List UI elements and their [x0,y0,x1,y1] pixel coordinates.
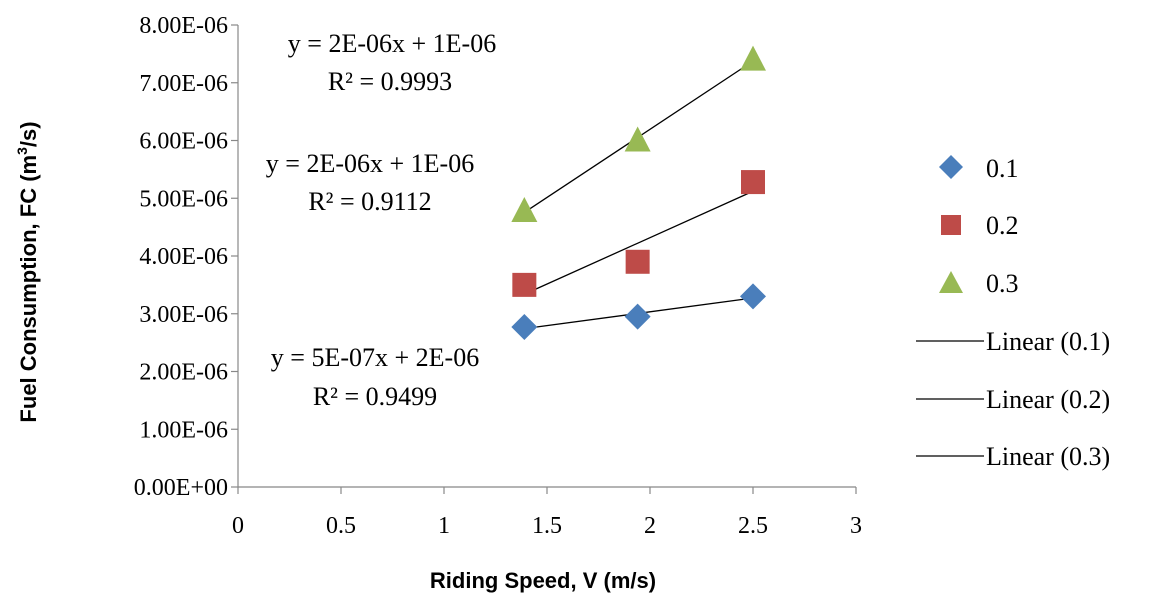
r2-series-0.1: R² = 0.9499 [313,382,437,411]
point-0.1-2 [740,283,766,310]
x-tick-label: 2.5 [738,513,768,539]
legend-marker-triangle [939,271,963,293]
legend-marker-diamond [939,155,963,179]
legend-label-linear-0.1: Linear (0.1) [986,327,1110,356]
point-0.2-1 [625,249,650,274]
legend-label-linear-0.3: Linear (0.3) [986,442,1110,471]
r2-series-0.3: R² = 0.9993 [328,67,452,96]
y-tick-label: 5.00E-06 [139,186,228,212]
legend: 0.1 0.2 0.3 Linear (0.1) Linear (0.2) Li… [916,154,1110,471]
y-axis-title-superscript: 3 [14,147,30,155]
x-axis-title: Riding Speed, V (m/s) [430,568,656,593]
legend-marker-square [941,215,961,235]
x-tick-label: 2 [644,513,656,539]
y-tick-label: 2.00E-06 [139,360,228,386]
y-tick-label: 7.00E-06 [139,71,228,97]
equation-annotations: y = 2E-06x + 1E-06 R² = 0.9993 y = 2E-06… [266,29,496,411]
trendline-0.2 [524,190,754,295]
y-tick-label: 3.00E-06 [139,302,228,328]
point-0.1-0 [511,314,538,341]
y-tick-label: 6.00E-06 [139,129,228,155]
plot-area: 0.00E+00 1.00E-06 2.00E-06 3.00E-06 4.00E-06… [134,13,862,539]
equation-series-0.2: y = 2E-06x + 1E-06 [266,149,474,178]
x-tick-label: 1 [438,513,450,539]
y-tick-label: 1.00E-06 [139,417,228,443]
y-tick-label: 8.00E-06 [139,13,228,39]
y-axis-title-suffix: /s) [16,121,41,147]
y-axis-title: Fuel Consumption, FC (m3/s) [14,121,41,422]
legend-label-0.2: 0.2 [986,211,1019,240]
x-axis-ticks: 0 0.5 1 1.5 2 2.5 3 [232,487,862,539]
y-axis-title-main: Fuel Consumption, FC (m [16,155,41,423]
legend-label-0.3: 0.3 [986,269,1019,298]
y-axis-ticks: 0.00E+00 1.00E-06 2.00E-06 3.00E-06 4.00E-06… [134,13,238,501]
trendlines [523,60,754,330]
point-0.3-0 [511,196,538,222]
x-tick-label: 3 [850,513,862,539]
r2-series-0.2: R² = 0.9112 [308,187,431,216]
y-tick-label: 0.00E+00 [134,475,228,501]
y-tick-label: 4.00E-06 [139,244,228,270]
legend-label-linear-0.2: Linear (0.2) [986,385,1110,414]
point-0.2-2 [741,170,765,195]
point-0.3-1 [624,126,651,152]
x-tick-label: 0 [232,513,244,539]
data-points [511,45,766,341]
equation-series-0.1: y = 5E-07x + 2E-06 [271,343,479,372]
x-tick-label: 0.5 [326,513,356,539]
point-0.2-0 [512,272,537,297]
x-tick-label: 1.5 [532,513,562,539]
point-0.1-1 [624,303,651,330]
equation-series-0.3: y = 2E-06x + 1E-06 [288,29,496,58]
point-0.3-2 [740,45,766,71]
legend-label-0.1: 0.1 [986,154,1019,183]
